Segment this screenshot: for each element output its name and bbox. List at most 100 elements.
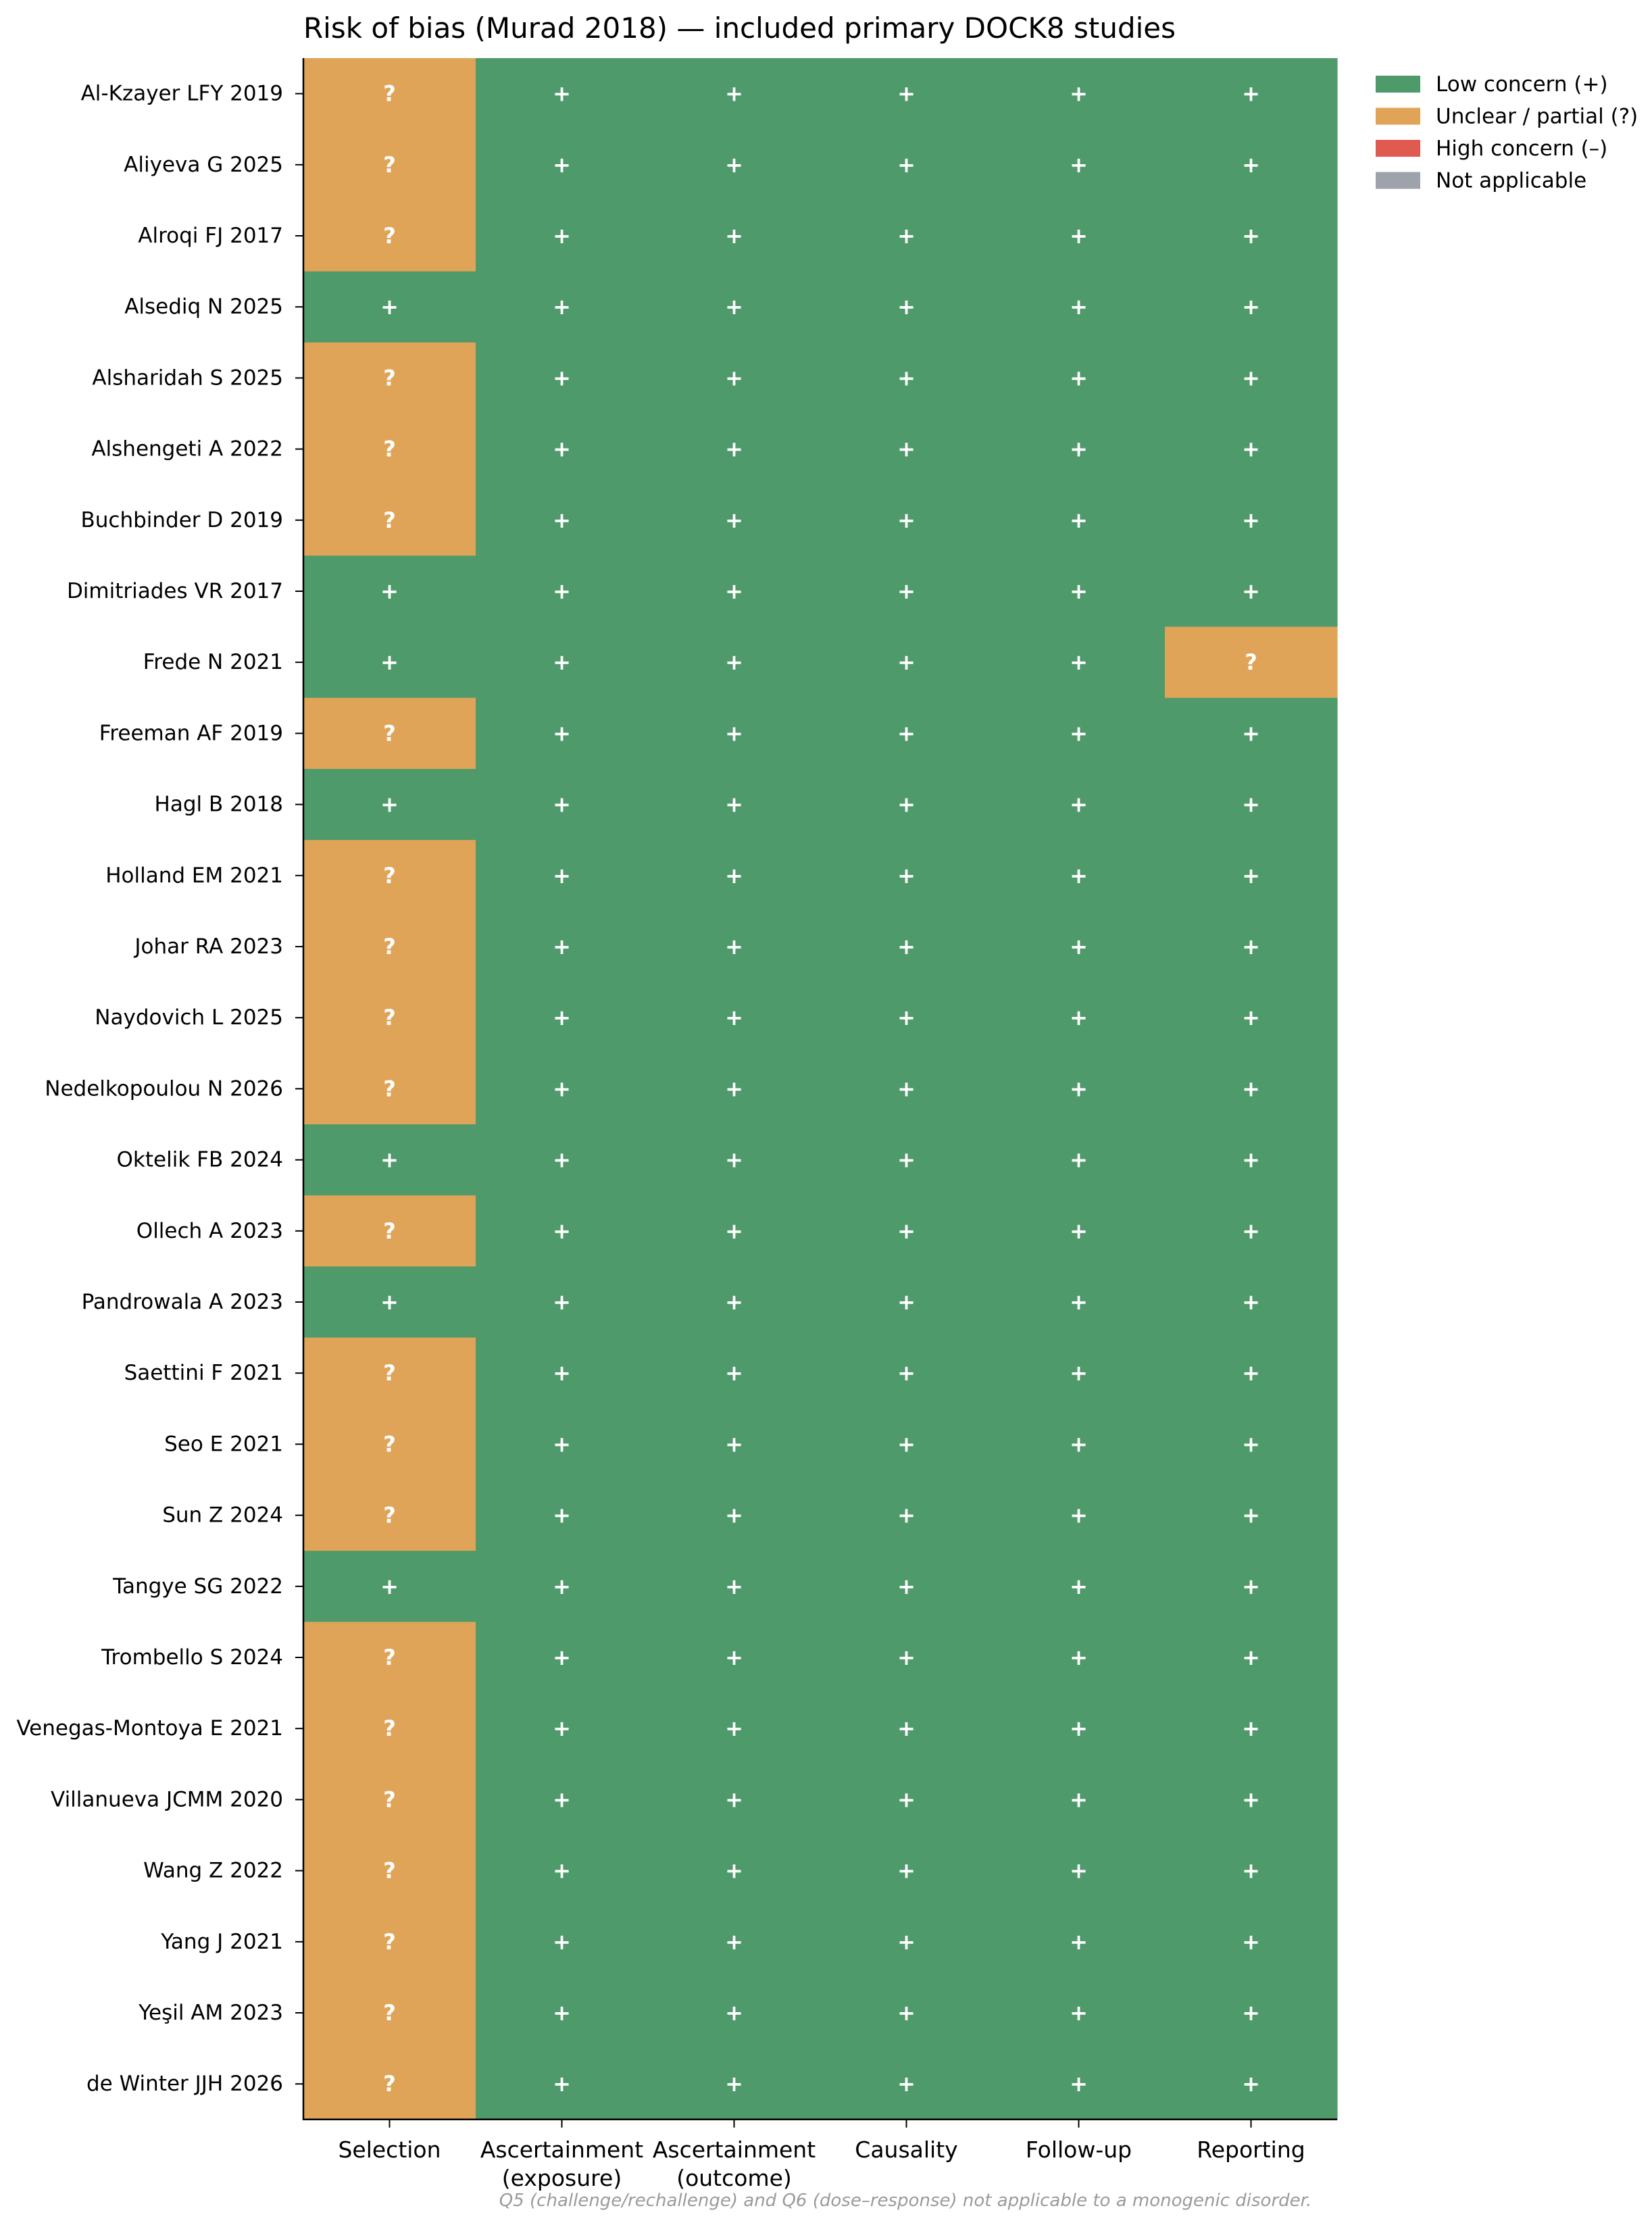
cell-symbol: + xyxy=(725,1503,743,1528)
cell-10-2 xyxy=(648,769,821,841)
cell-symbol: + xyxy=(1070,649,1088,675)
cell-14-5 xyxy=(1165,1053,1338,1125)
cell-8-1 xyxy=(476,626,649,699)
cell-symbol: + xyxy=(897,863,916,889)
cell-symbol: + xyxy=(553,1005,571,1030)
cell-21-1 xyxy=(476,1551,649,1622)
cell-symbol: + xyxy=(1070,1076,1088,1101)
legend-label: Low concern (+) xyxy=(1436,72,1608,97)
study-label: Nedelkopoulou N 2026 xyxy=(45,1076,283,1101)
cell-symbol: + xyxy=(1242,81,1260,107)
cell-9-1 xyxy=(476,697,649,770)
cell-23-5 xyxy=(1165,1693,1338,1765)
cell-symbol: + xyxy=(897,1645,916,1670)
cell-17-1 xyxy=(476,1266,649,1339)
cell-symbol: + xyxy=(1070,1645,1088,1670)
cell-8-3 xyxy=(820,626,993,699)
cell-symbol: + xyxy=(1070,1360,1088,1386)
domain-label: Reporting xyxy=(1197,2136,1305,2163)
cell-symbol: + xyxy=(897,934,916,959)
cell-25-1 xyxy=(476,1835,649,1907)
cell-symbol: + xyxy=(897,2071,916,2097)
legend-swatch xyxy=(1376,140,1420,157)
cell-symbol: + xyxy=(725,934,743,959)
cell-24-1 xyxy=(476,1764,649,1836)
cell-symbol: + xyxy=(897,1716,916,1741)
cell-12-2 xyxy=(648,911,821,983)
cell-13-1 xyxy=(476,982,649,1054)
domain-label: (exposure) xyxy=(502,2165,622,2191)
cell-symbol: + xyxy=(725,507,743,533)
cell-7-3 xyxy=(820,555,993,628)
cell-symbol: + xyxy=(1070,294,1088,320)
cell-17-0 xyxy=(303,1266,476,1339)
study-label: Johar RA 2023 xyxy=(133,934,283,959)
cell-symbol: + xyxy=(1070,365,1088,391)
cell-symbol: + xyxy=(725,81,743,107)
cell-25-2 xyxy=(648,1835,821,1907)
study-label: Dimitriades VR 2017 xyxy=(67,579,283,603)
cell-symbol: + xyxy=(725,649,743,675)
cell-symbol: + xyxy=(897,1076,916,1101)
cell-19-1 xyxy=(476,1408,649,1480)
cell-symbol: + xyxy=(725,1716,743,1741)
cell-symbol: + xyxy=(1070,1431,1088,1457)
cell-19-2 xyxy=(648,1408,821,1480)
cell-14-2 xyxy=(648,1053,821,1125)
cell-21-0 xyxy=(303,1551,476,1622)
footnote: Q5 (challenge/rechallenge) and Q6 (dose–… xyxy=(499,2191,1311,2211)
cell-22-4 xyxy=(993,1622,1166,1694)
cell-symbol: + xyxy=(553,365,571,391)
cell-11-0 xyxy=(303,840,476,911)
cell-symbol: + xyxy=(553,720,571,746)
chart-title: Risk of bias (Murad 2018) — included pri… xyxy=(303,11,1176,45)
domain-label: Ascertainment xyxy=(653,2136,816,2163)
study-label: Alroqi FJ 2017 xyxy=(138,224,283,248)
cell-symbol: ? xyxy=(383,1005,396,1030)
cell-symbol: + xyxy=(725,1858,743,1884)
cell-15-0 xyxy=(303,1124,476,1196)
cell-2-2 xyxy=(648,200,821,272)
cell-17-2 xyxy=(648,1266,821,1339)
cell-symbol: + xyxy=(725,2000,743,2026)
cell-14-1 xyxy=(476,1053,649,1125)
cell-23-2 xyxy=(648,1693,821,1765)
cell-27-5 xyxy=(1165,1977,1338,2049)
cell-15-1 xyxy=(476,1124,649,1196)
study-label: Yeşil AM 2023 xyxy=(138,2001,283,2025)
cell-symbol: + xyxy=(1070,1503,1088,1528)
cell-15-2 xyxy=(648,1124,821,1196)
cell-12-0 xyxy=(303,911,476,983)
cell-12-3 xyxy=(820,911,993,983)
cell-3-0 xyxy=(303,271,476,343)
cell-22-5 xyxy=(1165,1622,1338,1694)
cell-symbol: + xyxy=(553,934,571,959)
cell-21-2 xyxy=(648,1551,821,1622)
study-label: Yang J 2021 xyxy=(160,1930,283,1954)
cell-3-4 xyxy=(993,271,1166,343)
cell-0-1 xyxy=(476,58,649,130)
cell-1-2 xyxy=(648,129,821,201)
cell-symbol: + xyxy=(1070,934,1088,959)
cell-symbol: + xyxy=(1070,720,1088,746)
cell-4-3 xyxy=(820,342,993,414)
cell-symbol: + xyxy=(553,1076,571,1101)
cell-19-5 xyxy=(1165,1408,1338,1480)
domain-label: Ascertainment xyxy=(480,2136,643,2163)
cell-5-0 xyxy=(303,414,476,485)
cell-symbol: + xyxy=(1242,152,1260,178)
cell-20-0 xyxy=(303,1480,476,1551)
cell-symbol: + xyxy=(897,1858,916,1884)
study-label: Hagl B 2018 xyxy=(155,793,283,817)
cell-symbol: + xyxy=(1242,365,1260,391)
cell-symbol: + xyxy=(1242,934,1260,959)
cell-symbol: + xyxy=(553,578,571,604)
cell-12-1 xyxy=(476,911,649,983)
cell-symbol: + xyxy=(553,649,571,675)
cell-1-0 xyxy=(303,129,476,201)
cell-symbol: + xyxy=(897,507,916,533)
cell-18-2 xyxy=(648,1337,821,1409)
cell-11-3 xyxy=(820,840,993,911)
legend-label: Not applicable xyxy=(1436,169,1586,193)
cell-symbol: + xyxy=(553,2000,571,2026)
